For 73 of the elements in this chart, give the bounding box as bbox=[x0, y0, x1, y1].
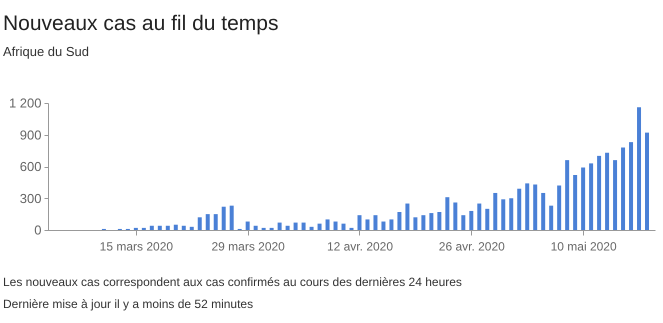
bar bbox=[405, 204, 410, 230]
bar bbox=[389, 219, 394, 230]
bar bbox=[485, 208, 490, 230]
y-tick-label: 0 bbox=[34, 222, 42, 238]
bar bbox=[397, 212, 402, 230]
bar bbox=[246, 222, 250, 230]
bar bbox=[182, 226, 186, 230]
bar bbox=[493, 192, 498, 230]
bar bbox=[541, 192, 546, 230]
bar bbox=[517, 188, 522, 230]
bar bbox=[509, 198, 514, 230]
x-tick-label: 12 avr. 2020 bbox=[326, 240, 394, 254]
bar bbox=[549, 206, 554, 230]
bar bbox=[373, 215, 378, 230]
bar bbox=[477, 204, 482, 230]
y-tick-label: 1 200 bbox=[8, 96, 42, 110]
bar bbox=[429, 213, 434, 230]
bar bbox=[645, 132, 650, 230]
bar bbox=[214, 214, 218, 230]
bar bbox=[334, 222, 338, 230]
bar bbox=[150, 226, 154, 230]
y-tick-label: 300 bbox=[20, 190, 42, 206]
bar bbox=[318, 224, 322, 230]
bar bbox=[533, 184, 538, 230]
bar bbox=[565, 160, 570, 230]
bar bbox=[413, 217, 418, 230]
y-tick-label: 600 bbox=[20, 159, 42, 174]
bar bbox=[198, 217, 202, 230]
bar bbox=[437, 212, 442, 230]
bar bbox=[589, 163, 594, 230]
bar bbox=[581, 168, 586, 230]
bar bbox=[158, 226, 162, 230]
bar bbox=[629, 142, 634, 230]
text: Les nouveaux cas correspondent aux cas confirmés au cours des dernières 24 heures bbox=[3, 275, 462, 289]
bar bbox=[278, 222, 282, 230]
bar bbox=[637, 107, 642, 230]
bar bbox=[525, 183, 530, 230]
bar bbox=[365, 219, 370, 230]
bar bbox=[461, 215, 466, 230]
bar bbox=[326, 219, 330, 230]
bar bbox=[605, 152, 610, 230]
bar bbox=[294, 222, 298, 230]
bar bbox=[166, 226, 170, 230]
x-tick-label: 26 avr. 2020 bbox=[438, 240, 506, 254]
y-tick-label: 900 bbox=[20, 127, 42, 142]
bar bbox=[222, 206, 226, 230]
bar bbox=[573, 174, 578, 230]
bar bbox=[357, 215, 362, 230]
bar bbox=[286, 226, 290, 230]
bar bbox=[557, 186, 562, 230]
bar bbox=[613, 160, 618, 230]
bar bbox=[174, 224, 178, 230]
bar bbox=[453, 202, 458, 230]
bar bbox=[469, 210, 474, 230]
bar bbox=[302, 222, 306, 230]
text: Dernière mise à jour il y a moins de 52 minutes bbox=[3, 297, 254, 311]
bar bbox=[342, 224, 346, 230]
chart-subtitle: Afrique du Sud bbox=[3, 44, 90, 59]
bar bbox=[597, 156, 602, 230]
bar bbox=[310, 226, 314, 230]
bar bbox=[501, 199, 506, 230]
bar bbox=[190, 226, 194, 230]
x-tick-label: 10 mai 2020 bbox=[550, 240, 617, 254]
bar bbox=[421, 215, 426, 230]
bar bbox=[254, 226, 258, 230]
bar bbox=[230, 206, 234, 230]
x-tick-label: 15 mars 2020 bbox=[100, 240, 174, 254]
bar bbox=[445, 197, 450, 230]
x-tick-label: 29 mars 2020 bbox=[211, 240, 286, 254]
chart-title: Nouveaux cas au fil du temps bbox=[3, 12, 278, 35]
bar bbox=[381, 222, 386, 230]
bar bbox=[621, 147, 626, 230]
bar bbox=[206, 214, 210, 230]
